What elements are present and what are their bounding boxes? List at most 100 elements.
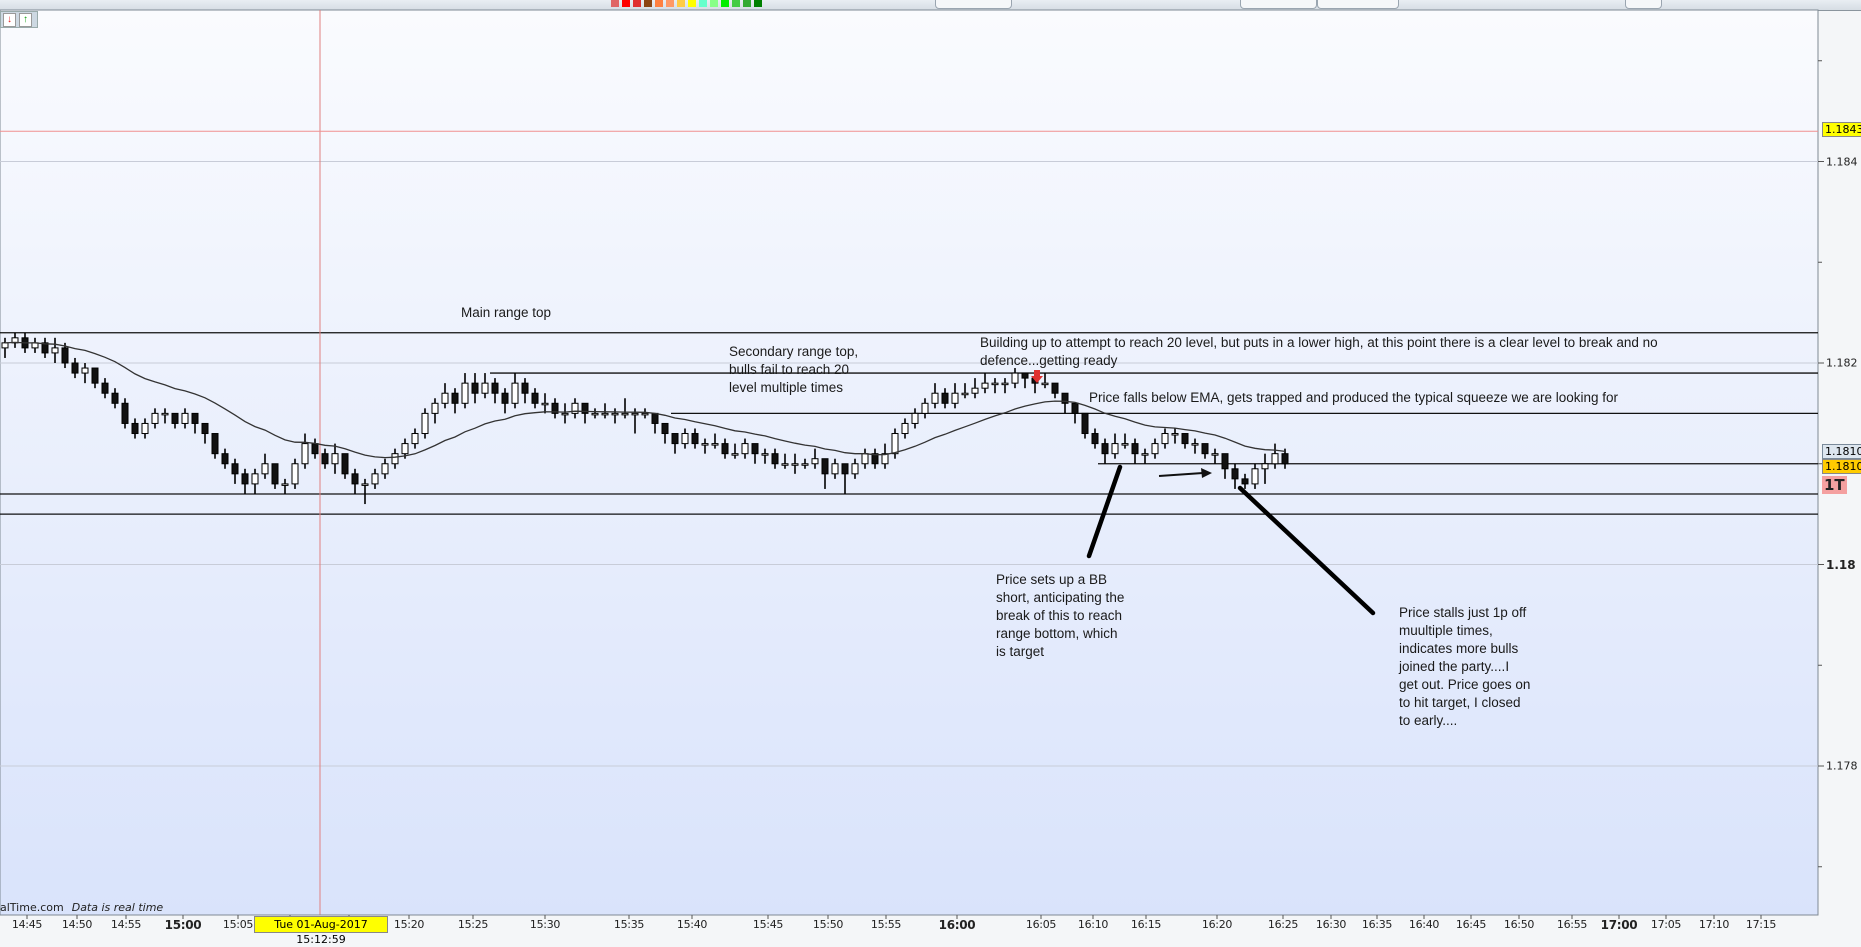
candle-body-down — [551, 402, 559, 414]
color-swatch[interactable] — [688, 0, 696, 7]
candle — [211, 433, 219, 459]
candle — [961, 383, 969, 399]
candle-body-down — [241, 473, 249, 485]
annotation-line: Secondary range top, — [729, 344, 859, 359]
candle — [91, 367, 99, 389]
candle — [1091, 428, 1099, 449]
candle — [601, 403, 609, 419]
candle-body-up — [381, 463, 389, 475]
color-swatch[interactable] — [721, 0, 729, 7]
color-swatch[interactable] — [743, 0, 751, 7]
candle — [421, 408, 429, 439]
candle — [171, 412, 179, 429]
annotation-line: get out. Price goes on — [1399, 677, 1531, 692]
candle-body-down — [1281, 453, 1289, 465]
candle-body-up — [981, 382, 989, 389]
candle-body-up — [631, 412, 639, 416]
color-swatch[interactable] — [754, 0, 762, 7]
candle — [441, 383, 449, 409]
candle — [661, 422, 669, 444]
candle-body-up — [811, 458, 819, 465]
candle-body-down — [771, 453, 779, 465]
candle — [491, 378, 499, 404]
candle-body-down — [721, 443, 729, 455]
candle — [1161, 428, 1169, 449]
candle-body-down — [661, 422, 669, 435]
candle — [901, 418, 909, 439]
color-swatch[interactable] — [732, 0, 740, 7]
x-tick-label: 17:15 — [1745, 918, 1777, 931]
candle-body-up — [591, 412, 599, 416]
candle-body-down — [471, 382, 479, 394]
candle — [921, 398, 929, 419]
candle — [541, 393, 549, 414]
candle — [571, 398, 579, 419]
x-tick-label: 15:25 — [457, 918, 489, 931]
x-tick-label: 15:40 — [676, 918, 708, 931]
candle-body-down — [1061, 392, 1069, 404]
annotation-stalls: Price stalls just 1p off muultiple times… — [1399, 604, 1530, 730]
candle — [201, 422, 209, 444]
candle-body-up — [731, 453, 739, 456]
toolbar-dropdown[interactable] — [1317, 0, 1399, 9]
color-swatch[interactable] — [611, 0, 619, 7]
candle — [561, 403, 569, 424]
candle-body-up — [921, 402, 929, 414]
candle-body-down — [501, 392, 509, 404]
annotation-building-up: Building up to attempt to reach 20 level… — [980, 334, 1658, 370]
candle — [591, 408, 599, 419]
toolbar-dropdown[interactable] — [1240, 0, 1317, 9]
chart-type-button[interactable] — [1625, 0, 1662, 9]
candle — [481, 373, 489, 399]
candle — [191, 412, 199, 434]
candle-body-up — [1161, 433, 1169, 445]
candle — [1211, 448, 1219, 464]
x-tick-label: 16:10 — [1077, 918, 1109, 931]
candle — [161, 408, 169, 424]
color-swatch[interactable] — [666, 0, 674, 7]
candle-body-down — [751, 443, 759, 455]
candle — [1271, 443, 1279, 469]
annotation-line: indicates more bulls — [1399, 641, 1519, 656]
x-tick-label: 15:00 — [164, 918, 202, 932]
candle — [71, 357, 79, 379]
candle — [1021, 372, 1029, 389]
candle — [941, 388, 949, 409]
crosshair-date-label: Tue 01-Aug-2017 15:12:59 — [254, 916, 388, 946]
candle — [791, 453, 799, 474]
candle — [751, 443, 759, 464]
crosshair-price-label: 1.1843 — [1822, 122, 1861, 137]
green-up-arrow-icon[interactable]: ↑ — [19, 13, 32, 27]
color-swatch[interactable] — [699, 0, 707, 7]
candle — [381, 458, 389, 479]
candle — [431, 398, 439, 424]
color-swatch[interactable] — [644, 0, 652, 7]
candle — [281, 478, 289, 494]
candle-body-up — [951, 392, 959, 404]
data-source: alTime.com — [0, 901, 64, 914]
candle-body-down — [841, 463, 849, 475]
candle — [881, 443, 889, 469]
candle-body-up — [1111, 443, 1119, 455]
x-tick-label: 16:20 — [1201, 918, 1233, 931]
candle — [321, 448, 329, 469]
candle-body-down — [1051, 382, 1059, 394]
last-price-label: 1.18109 — [1822, 444, 1861, 459]
candle — [341, 453, 349, 479]
x-tick-label: 16:40 — [1408, 918, 1440, 931]
candle-body-up — [481, 382, 489, 394]
color-swatch[interactable] — [622, 0, 630, 7]
candle — [181, 408, 189, 429]
color-swatch[interactable] — [633, 0, 641, 7]
plot-area — [0, 9, 1819, 916]
color-swatch[interactable] — [655, 0, 663, 7]
candle-body-down — [821, 458, 829, 475]
toolbar-dropdown[interactable] — [935, 0, 1012, 9]
color-swatch[interactable] — [710, 0, 718, 7]
candle-body-up — [431, 402, 439, 414]
red-down-arrow-icon[interactable]: ↓ — [3, 13, 16, 27]
candle — [241, 468, 249, 494]
color-swatch[interactable] — [677, 0, 685, 7]
timeframe-badge[interactable]: 1T — [1822, 476, 1847, 494]
